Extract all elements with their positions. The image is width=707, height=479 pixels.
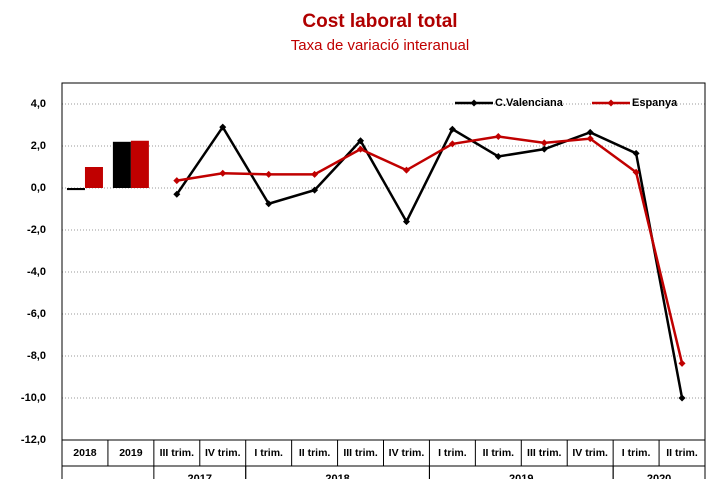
bar bbox=[84, 167, 103, 188]
legend-marker bbox=[607, 99, 615, 107]
x-tick-label: IV trim. bbox=[389, 447, 425, 459]
x-tick-label: III trim. bbox=[160, 447, 195, 459]
line-marker bbox=[494, 153, 502, 160]
line-marker bbox=[448, 125, 456, 133]
x-tick-label: II trim. bbox=[666, 447, 698, 459]
group-label: 2019 bbox=[509, 473, 533, 479]
chart-title: Cost laboral total bbox=[302, 11, 457, 32]
y-tick-label: 2,0 bbox=[31, 140, 46, 152]
line-marker bbox=[632, 149, 640, 157]
line-marker bbox=[219, 169, 227, 177]
x-tick-label: 2019 bbox=[119, 447, 143, 459]
y-tick-label: -2,0 bbox=[27, 224, 46, 236]
group-label: 2017 bbox=[188, 473, 212, 479]
legend-label: Espanya bbox=[632, 97, 678, 109]
line-marker bbox=[357, 145, 365, 153]
line-series bbox=[175, 124, 684, 399]
line-series bbox=[176, 135, 684, 364]
legend-label: C.Valenciana bbox=[495, 97, 564, 109]
line-marker bbox=[357, 137, 365, 145]
line-marker bbox=[311, 186, 319, 194]
group-label: 2020 bbox=[647, 473, 671, 479]
x-tick-label: I trim. bbox=[438, 447, 467, 459]
x-tick-label: IV trim. bbox=[205, 447, 241, 459]
plot-frame bbox=[61, 82, 706, 441]
line-marker bbox=[265, 200, 273, 208]
line-marker bbox=[448, 140, 456, 148]
line-marker bbox=[678, 359, 686, 367]
line-marker bbox=[494, 133, 502, 141]
chart-subtitle: Taxa de variació interanual bbox=[291, 37, 469, 54]
x-tick-label: I trim. bbox=[254, 447, 283, 459]
x-tick-label: I trim. bbox=[622, 447, 651, 459]
x-tick-label: III trim. bbox=[343, 447, 378, 459]
line-marker bbox=[173, 190, 181, 198]
y-tick-label: 4,0 bbox=[31, 98, 46, 110]
y-tick-label: -6,0 bbox=[27, 308, 46, 320]
y-tick-label: -12,0 bbox=[21, 434, 46, 446]
line-marker bbox=[540, 145, 548, 153]
group-label: 2018 bbox=[325, 473, 349, 479]
line-marker bbox=[219, 123, 227, 131]
line-marker bbox=[540, 139, 548, 147]
line-marker bbox=[311, 170, 319, 178]
line-marker bbox=[402, 218, 410, 226]
x-tick-label: III trim. bbox=[527, 447, 562, 459]
y-tick-label: -10,0 bbox=[21, 392, 46, 404]
line-marker bbox=[586, 135, 594, 143]
x-tick-label: 2018 bbox=[73, 447, 97, 459]
y-tick-label: -4,0 bbox=[27, 266, 46, 278]
bar bbox=[66, 188, 85, 191]
line-marker bbox=[265, 170, 273, 178]
line-marker bbox=[678, 394, 686, 402]
bar bbox=[130, 140, 149, 188]
x-tick-label: IV trim. bbox=[572, 447, 608, 459]
line-marker bbox=[173, 177, 181, 185]
line-marker bbox=[586, 128, 594, 136]
bar bbox=[112, 141, 131, 188]
legend-marker bbox=[470, 99, 478, 107]
line-marker bbox=[402, 166, 410, 174]
x-tick-label: II trim. bbox=[299, 447, 331, 459]
y-tick-label: 0,0 bbox=[31, 182, 46, 194]
y-tick-label: -8,0 bbox=[27, 350, 46, 362]
line-marker bbox=[632, 168, 640, 176]
x-tick-label: II trim. bbox=[483, 447, 515, 459]
